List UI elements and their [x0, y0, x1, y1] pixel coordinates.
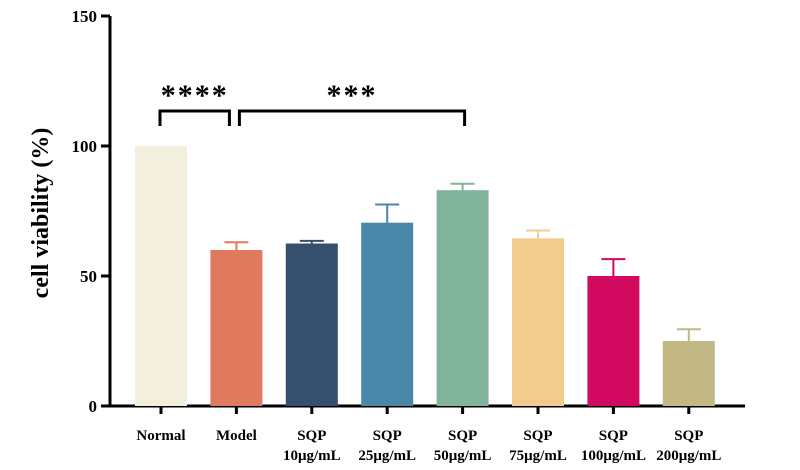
bar: [210, 250, 263, 406]
x-tick-label: SQP: [599, 428, 628, 444]
x-tick-sublabel: 50μg/mL: [434, 448, 492, 464]
x-tick-label: SQP: [448, 428, 477, 444]
y-tick-label: 50: [80, 267, 97, 286]
x-tick-sublabel: 100μg/mL: [581, 448, 646, 464]
bar: [361, 222, 414, 406]
bar: [285, 243, 338, 406]
significance-label: ***: [327, 79, 378, 112]
x-tick-sublabel: 200μg/mL: [656, 448, 721, 464]
significance-bracket: [237, 109, 467, 126]
bars: [135, 146, 715, 406]
bar: [436, 190, 489, 406]
y-tick-label: 100: [72, 137, 98, 156]
significance-label: ****: [161, 79, 229, 112]
significance-brackets: **** ***: [158, 79, 467, 126]
y-tick-label: 0: [89, 397, 98, 416]
x-tick-sublabel: 75μg/mL: [509, 448, 567, 464]
x-tick-sublabel: 25μg/mL: [358, 448, 416, 464]
bar: [587, 276, 640, 406]
y-tick-label: 150: [72, 7, 98, 26]
significance-bracket: [158, 109, 231, 126]
y-axis-title-group: cell viability (%): [28, 128, 54, 299]
x-tick-label: Model: [216, 428, 257, 444]
x-tick-label: SQP: [373, 428, 402, 444]
x-tick-label: SQP: [297, 428, 326, 444]
x-tick-label: SQP: [674, 428, 703, 444]
x-tick-label: SQP: [523, 428, 552, 444]
y-axis-title: cell viability (%): [28, 128, 54, 299]
x-tick-label: Normal: [136, 428, 185, 444]
x-tick-labels: Normal Model SQP 10μg/mL SQP 25μg/mL SQP 50μg/m…: [136, 428, 721, 464]
x-tick-sublabel: 10μg/mL: [283, 448, 341, 464]
bar: [512, 238, 564, 406]
bar: [662, 341, 715, 406]
bar: [135, 146, 187, 406]
